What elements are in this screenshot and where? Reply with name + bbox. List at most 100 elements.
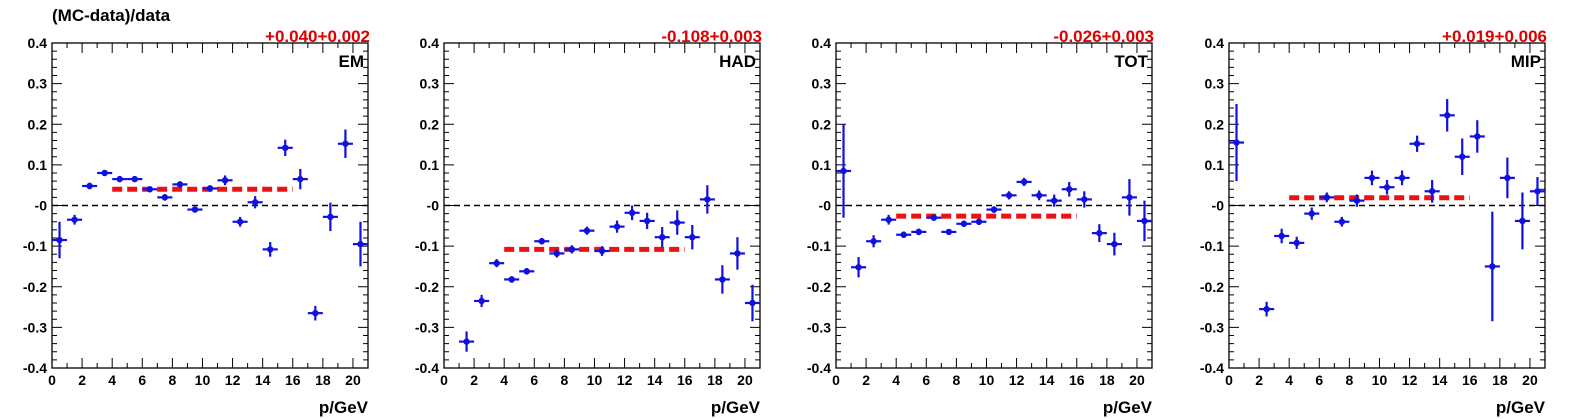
data-point [956,220,972,228]
data-marker [357,240,364,248]
plot-frame [1228,42,1546,369]
data-point [654,227,670,248]
x-axis-label: p/GeV [319,398,369,417]
y-tick-label: -0.3 [415,319,439,335]
data-marker [1293,239,1300,247]
data-marker [674,219,681,226]
data-point [292,168,308,190]
data-marker [704,196,711,203]
data-marker [56,236,63,244]
x-tick-label: 18 [707,372,723,388]
x-tick-label: 8 [952,372,960,388]
x-tick-label: 0 [1225,372,1233,388]
data-marker [1263,305,1270,313]
data-point [217,175,233,186]
x-tick-label: 16 [285,372,301,388]
data-marker [1323,194,1331,201]
data-marker [930,214,938,221]
data-point [1499,157,1515,199]
data-point [187,206,203,213]
data-marker [915,228,922,236]
x-tick-label: 4 [108,372,116,388]
data-point [594,246,610,256]
data-point [1394,170,1410,186]
y-tick-label: -0.1 [415,238,439,254]
data-point [1364,170,1380,186]
y-tick-label: -0.2 [415,279,439,295]
data-marker [101,169,108,177]
fit-annotation: -0.026+0.003 [1053,27,1154,46]
y-tick-label: 0.4 [1205,35,1225,51]
data-marker [251,199,259,206]
data-marker [538,238,546,245]
y-tick-label: 0.2 [420,116,440,132]
data-marker [1278,232,1285,240]
data-point [112,175,128,183]
data-marker [327,213,334,221]
data-point [1484,211,1500,322]
data-point [1514,192,1530,250]
data-marker [312,309,319,317]
data-point [1121,179,1137,216]
panel-label: HAD [719,52,756,71]
data-marker [478,297,485,305]
data-marker [86,182,93,190]
data-marker [1233,139,1240,146]
data-point [1424,179,1440,203]
data-marker [523,268,530,275]
x-tick-label: 4 [1285,372,1293,388]
y-tick-label: 0.4 [420,35,440,51]
data-point [714,265,730,294]
data-marker [1489,263,1496,270]
data-point [1349,194,1365,207]
data-marker [990,206,998,213]
fit-annotation: -0.108+0.003 [661,27,762,46]
data-marker [945,228,953,236]
data-marker [1081,196,1088,203]
data-marker [206,185,214,192]
y-tick-label: -0 [819,198,832,214]
x-tick-label: 12 [1009,372,1025,388]
data-point [489,259,505,268]
data-marker [191,206,199,213]
data-point [1529,177,1545,206]
plot-frame [443,42,761,369]
data-point [262,242,278,257]
data-marker [719,276,726,283]
data-marker [1474,133,1481,140]
data-marker [297,175,304,183]
x-tick-label: 8 [560,372,568,388]
data-point [609,220,625,233]
data-marker [1398,174,1406,182]
data-marker [1096,229,1103,237]
data-marker [1413,140,1421,147]
data-marker [221,177,229,184]
panel-had: 0 2 4 6 8 10 12 14 16 18 20 -0.4 -0.3 -0.2 -0.1 -0 0.1 0.… [415,27,762,417]
data-marker [1428,188,1436,195]
data-marker [749,299,756,307]
data-marker [508,276,515,283]
x-tick-label: 0 [440,372,448,388]
x-tick-label: 12 [225,372,241,388]
data-marker [553,250,561,257]
data-point [202,185,218,192]
data-marker [1353,197,1361,204]
x-tick-label: 10 [1372,372,1388,388]
data-marker [1005,192,1013,199]
data-point [639,212,655,230]
data-point [232,216,248,227]
data-point [1274,228,1290,244]
data-point [1259,301,1275,317]
data-point [911,228,927,236]
data-point [1076,191,1092,208]
data-marker [1534,188,1541,195]
data-marker [568,246,576,253]
data-marker [282,144,289,152]
data-point [699,185,715,214]
data-point [247,196,263,209]
y-tick-label: -0.2 [23,279,47,295]
data-point [519,268,535,275]
y-tick-label: -0.1 [1200,238,1224,254]
panel-tot: 0 2 4 6 8 10 12 14 16 18 20 -0.4 -0.3 -0.2 -0.1 -0 0.1 0.… [807,27,1154,417]
